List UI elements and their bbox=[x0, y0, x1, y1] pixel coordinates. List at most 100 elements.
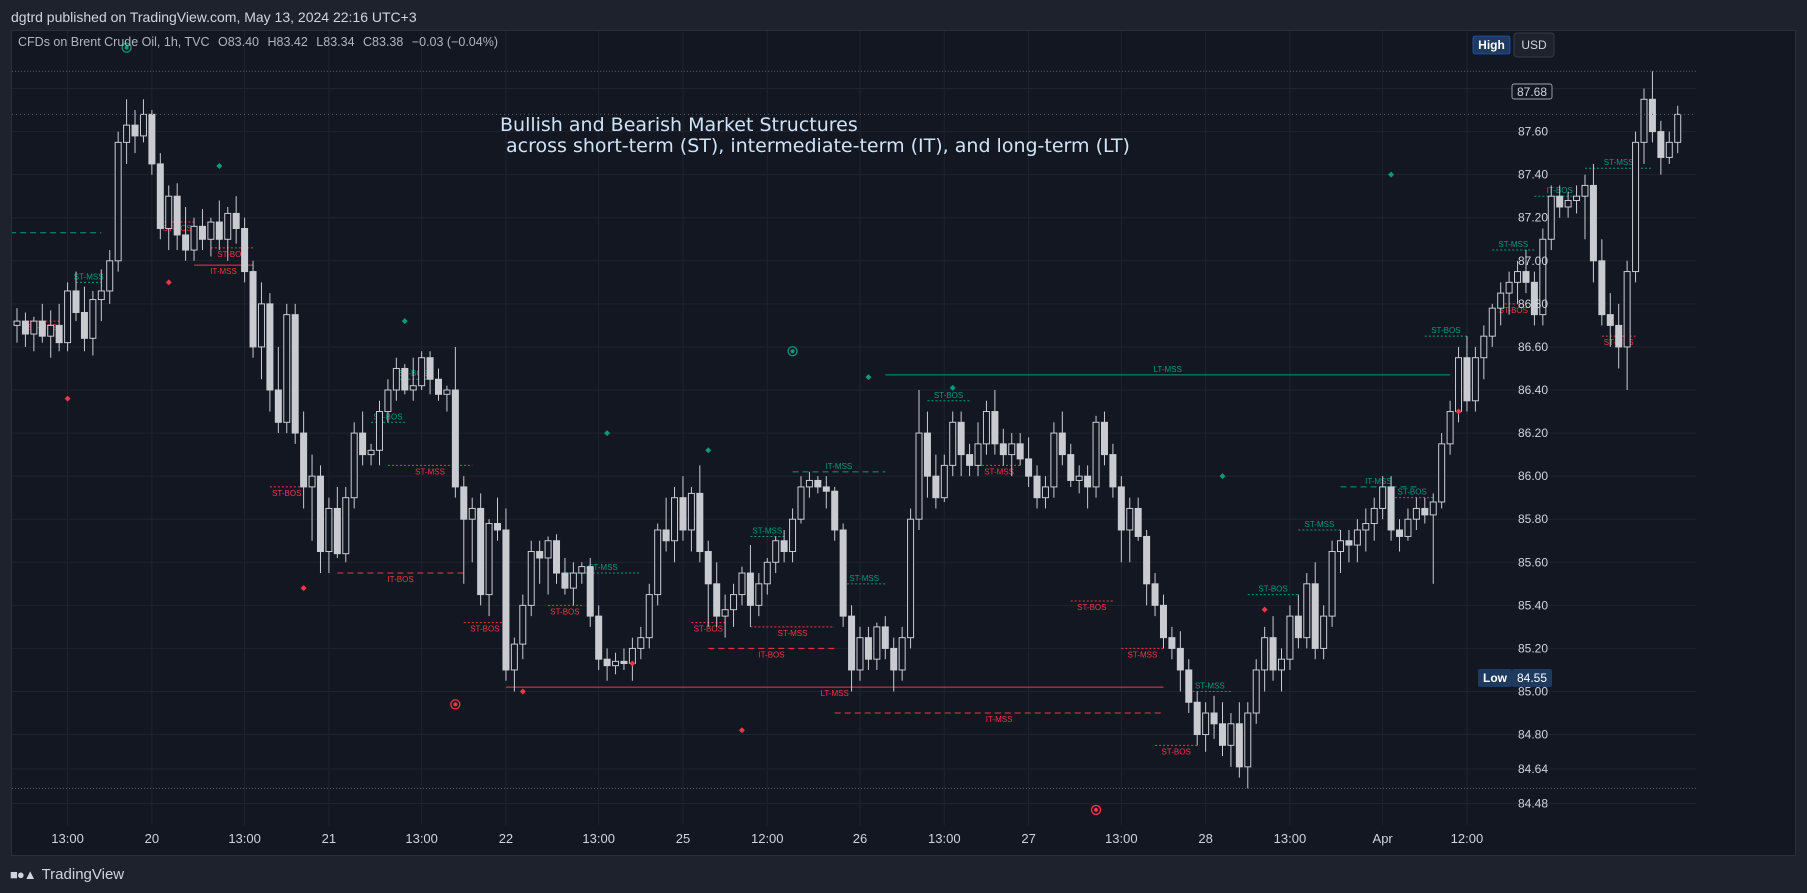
candle bbox=[1193, 691, 1201, 746]
candle bbox=[1159, 594, 1167, 649]
candle bbox=[13, 308, 21, 343]
candle bbox=[1092, 415, 1100, 498]
candle bbox=[932, 454, 940, 509]
candle-body bbox=[80, 311, 88, 339]
candle bbox=[620, 648, 628, 670]
candle bbox=[1202, 702, 1210, 752]
svg-text:High: High bbox=[1478, 38, 1505, 52]
candle-body bbox=[1025, 458, 1033, 477]
candle-body bbox=[190, 225, 198, 251]
candle-body bbox=[401, 367, 409, 391]
candle-body bbox=[1151, 583, 1159, 606]
candle bbox=[409, 357, 417, 401]
candle-body bbox=[1033, 475, 1041, 499]
time-axis[interactable] bbox=[12, 825, 1795, 855]
candle bbox=[215, 200, 223, 251]
candle bbox=[578, 562, 586, 584]
candle bbox=[907, 508, 915, 649]
chart-area[interactable]: ST-MSS ST-BOS IT-MSS ST-BOS ST-MSS ST-BOS ST-B… bbox=[11, 30, 1796, 856]
pivot-marker bbox=[705, 447, 712, 454]
candle bbox=[1311, 562, 1319, 660]
candle-body bbox=[1615, 324, 1623, 348]
structure-label: ST-MSS bbox=[1128, 650, 1158, 659]
candle bbox=[1488, 303, 1496, 347]
candle-body bbox=[1497, 292, 1505, 309]
pivot-marker bbox=[121, 42, 132, 53]
candle-body bbox=[1210, 712, 1218, 725]
candle-body bbox=[780, 540, 788, 553]
candle-body bbox=[1134, 507, 1142, 537]
annotation-line-2[interactable]: across short-term (ST), intermediate-ter… bbox=[506, 135, 1130, 157]
candle bbox=[1657, 120, 1665, 175]
candle-body bbox=[1168, 637, 1176, 649]
tradingview-brand[interactable]: ■●▲ TradingView bbox=[10, 866, 124, 883]
candle-body bbox=[1665, 141, 1673, 158]
pivot-marker-dot bbox=[453, 702, 458, 707]
candle-body bbox=[1218, 723, 1226, 746]
structure-label: ST-BOS bbox=[1499, 306, 1528, 315]
candle bbox=[923, 411, 931, 498]
candle-body bbox=[1581, 184, 1589, 197]
candle bbox=[713, 562, 721, 627]
candle-body bbox=[316, 475, 324, 553]
pivot-marker bbox=[300, 585, 307, 592]
candle bbox=[510, 637, 518, 692]
symbol-legend[interactable]: CFDs on Brent Crude Oil, 1h, TVC O83.40 … bbox=[18, 35, 498, 49]
candle bbox=[1117, 476, 1125, 563]
candle-body bbox=[106, 260, 114, 292]
candle-body bbox=[1311, 583, 1319, 649]
candle-body bbox=[1075, 475, 1083, 481]
candle-body bbox=[1514, 271, 1522, 283]
candle-body bbox=[300, 432, 308, 488]
candle-body bbox=[1337, 540, 1345, 553]
candle-body bbox=[131, 124, 139, 137]
candlestick-chart[interactable]: ST-MSS ST-BOS IT-MSS ST-BOS ST-MSS ST-BOS ST-B… bbox=[12, 31, 1795, 855]
high-low-lines bbox=[12, 70, 1696, 789]
candle bbox=[687, 486, 695, 552]
candle bbox=[359, 411, 367, 466]
candle-body bbox=[38, 320, 46, 337]
candle bbox=[375, 400, 383, 466]
candle-body bbox=[1589, 184, 1597, 262]
candle-body bbox=[451, 389, 459, 488]
candle-body bbox=[241, 228, 249, 273]
candle-body bbox=[898, 637, 906, 671]
candle bbox=[89, 290, 97, 356]
time-tick-label: 13:00 bbox=[582, 831, 615, 846]
candle-body bbox=[72, 290, 80, 313]
annotation-line-1[interactable]: Bullish and Bearish Market Structures bbox=[500, 114, 858, 136]
candle-body bbox=[1463, 357, 1471, 402]
time-tick-label: 13:00 bbox=[1274, 831, 1307, 846]
candle-body bbox=[249, 271, 257, 348]
candle bbox=[131, 110, 139, 154]
time-tick-label: 27 bbox=[1021, 831, 1035, 846]
candle bbox=[198, 209, 206, 251]
candle-body bbox=[30, 320, 38, 335]
candle-body bbox=[1269, 637, 1277, 671]
candle-body bbox=[283, 314, 291, 423]
footer: ■●▲ TradingView bbox=[0, 856, 1807, 893]
price-axis[interactable] bbox=[1696, 31, 1795, 825]
candle-body bbox=[1455, 357, 1463, 413]
structure-label: ST-BOS bbox=[1258, 585, 1287, 594]
candle-body bbox=[359, 432, 367, 456]
candle bbox=[1463, 336, 1471, 412]
currency-button[interactable]: USD bbox=[1513, 32, 1555, 58]
candle bbox=[1286, 605, 1294, 670]
candle-body bbox=[435, 378, 442, 395]
candle-body bbox=[1100, 421, 1108, 456]
time-tick-label: 13:00 bbox=[51, 831, 84, 846]
time-tick-label: 25 bbox=[676, 831, 690, 846]
pivot-marker-dot bbox=[1094, 807, 1099, 812]
pivot-marker bbox=[629, 660, 636, 667]
structure-label: ST-MSS bbox=[849, 574, 879, 583]
candle bbox=[1547, 185, 1555, 251]
candle-body bbox=[182, 234, 190, 251]
candle bbox=[477, 493, 485, 606]
candle bbox=[1412, 497, 1420, 530]
candle bbox=[1539, 228, 1547, 326]
candle-body bbox=[1657, 131, 1665, 158]
candle-body bbox=[637, 637, 645, 649]
time-tick-label: 13:00 bbox=[228, 831, 261, 846]
candle bbox=[595, 605, 603, 670]
